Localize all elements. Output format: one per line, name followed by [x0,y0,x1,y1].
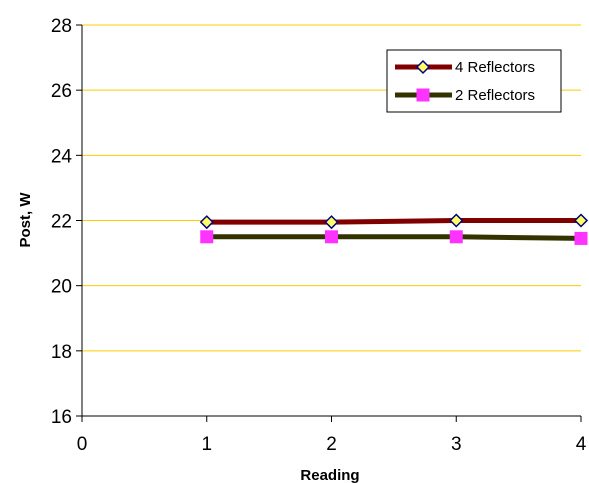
axes [76,24,582,422]
legend-entry-label: 2 Reflectors [455,87,535,104]
data-point [200,230,214,244]
series-line [206,234,582,241]
legend-entry-label: 4 Reflectors [455,59,535,76]
data-point [573,213,589,228]
y-axis-title: Post, W [17,192,34,248]
data-point [449,230,463,244]
series-line [206,218,581,225]
x-axis-title: Reading [300,467,359,483]
data-point [199,215,214,230]
data-point [574,231,588,245]
x-tick-label: 2 [326,434,337,455]
legend: 4 Reflectors 2 Reflectors [386,49,562,113]
y-tick-labels: 16 18 20 22 24 26 28 [51,16,73,428]
data-point [325,230,338,244]
y-tick-label: 18 [51,342,72,363]
legend-swatch-marker [415,59,431,75]
legend-swatch-marker [416,88,430,102]
data-point [324,215,339,230]
legend-box [386,49,562,113]
x-tick-label: 4 [576,434,587,455]
y-tick-label: 16 [51,407,72,428]
x-tick-label: 0 [77,434,88,455]
y-tick-label: 28 [51,16,72,37]
y-tick-label: 24 [51,146,73,167]
x-tick-label: 1 [201,434,212,455]
series-group [199,213,589,245]
x-tick-labels: 0 1 2 3 4 [77,434,587,455]
y-tick-label: 20 [51,277,72,298]
data-point [449,213,464,228]
x-tick-label: 3 [451,434,462,455]
y-tick-label: 26 [51,81,72,102]
y-tick-label: 22 [51,212,72,233]
